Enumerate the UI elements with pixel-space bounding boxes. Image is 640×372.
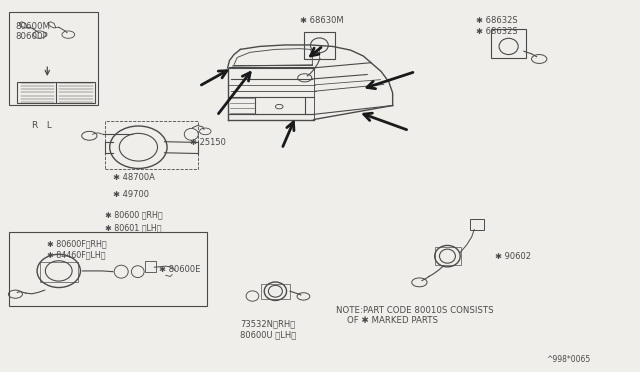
Bar [261,284,290,299]
Text: NOTE:PART CODE 80010S CONSISTS
    OF ✱ MARKED PARTS: NOTE:PART CODE 80010S CONSISTS OF ✱ MARK… [336,306,493,326]
Text: ✱ 25150: ✱ 25150 [190,138,226,147]
Bar [435,247,461,265]
Text: ✱ 80600F〈RH〉
✱ 84460F〈LH〉: ✱ 80600F〈RH〉 ✱ 84460F〈LH〉 [47,240,107,259]
Bar [491,29,526,58]
Bar [17,81,95,103]
Text: ✱ 68632S
✱ 68632S: ✱ 68632S ✱ 68632S [476,16,518,36]
Bar [470,219,484,230]
Text: ^998*0065: ^998*0065 [546,355,591,364]
Text: ✱ 90602: ✱ 90602 [495,253,531,262]
Text: 80600M
80600P: 80600M 80600P [15,22,51,41]
Text: 73532N〈RH〉
80600U 〈LH〉: 73532N〈RH〉 80600U 〈LH〉 [241,320,296,339]
Bar [145,261,156,272]
Text: ✱ 49700: ✱ 49700 [113,190,149,199]
Text: ✱ 80601 〈LH〉: ✱ 80601 〈LH〉 [105,223,162,232]
Text: ✱ 68630M: ✱ 68630M [300,16,343,25]
Text: ✱ 80600E: ✱ 80600E [159,265,200,275]
Text: ✱ 80600 〈RH〉: ✱ 80600 〈RH〉 [105,210,163,219]
Bar [304,32,335,59]
Text: R   L: R L [32,121,52,131]
Bar [255,97,305,114]
Bar [40,262,78,282]
Bar [9,232,207,306]
Bar [105,121,198,169]
Bar [9,13,99,105]
Text: ✱ 48700A: ✱ 48700A [113,173,155,182]
